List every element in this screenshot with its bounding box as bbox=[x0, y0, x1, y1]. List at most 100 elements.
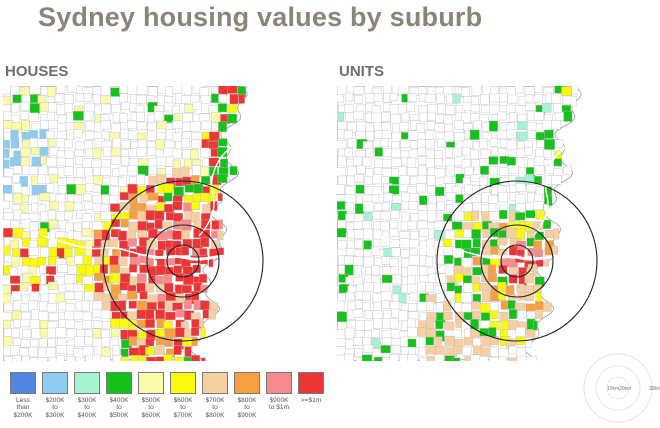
suburb-cell bbox=[10, 220, 20, 229]
suburb-cell bbox=[82, 346, 94, 357]
suburb-cell bbox=[551, 120, 561, 130]
suburb-cell bbox=[353, 156, 363, 166]
suburb-cell bbox=[28, 247, 39, 256]
suburb-cell bbox=[64, 139, 73, 149]
suburb-cell bbox=[391, 158, 402, 167]
suburb-cell bbox=[544, 139, 555, 150]
suburb-cell bbox=[163, 192, 173, 202]
suburb-cell bbox=[362, 201, 374, 212]
suburb-cell bbox=[172, 132, 182, 143]
suburb-cell bbox=[353, 256, 364, 267]
suburb-cell bbox=[219, 158, 228, 169]
suburb-cell bbox=[37, 236, 49, 247]
suburb-cell bbox=[126, 290, 138, 300]
suburb-cell bbox=[355, 320, 365, 331]
suburb-cell bbox=[92, 354, 102, 361]
suburb-cell bbox=[356, 357, 368, 361]
suburb-cell bbox=[135, 147, 147, 157]
suburb-cell bbox=[424, 130, 434, 141]
suburb-cell bbox=[416, 301, 428, 312]
legend-item: $600K to $700K bbox=[168, 372, 198, 419]
suburb-cell bbox=[355, 300, 364, 309]
suburb-cell bbox=[163, 203, 174, 213]
suburb-cell bbox=[481, 291, 491, 303]
suburb-cell bbox=[83, 167, 93, 178]
suburb-cell bbox=[173, 186, 184, 197]
suburb-cell bbox=[29, 357, 39, 361]
suburb-cell bbox=[364, 310, 373, 319]
suburb-cell bbox=[427, 111, 436, 121]
suburb-cell bbox=[389, 354, 399, 361]
suburb-cell bbox=[148, 86, 158, 97]
suburb-cell bbox=[488, 194, 499, 205]
houses-map bbox=[3, 86, 273, 361]
suburb-cell bbox=[81, 300, 90, 312]
suburb-cell bbox=[67, 86, 78, 93]
suburb-cell bbox=[208, 157, 220, 167]
suburb-cell bbox=[415, 183, 427, 193]
suburb-cell bbox=[74, 255, 83, 265]
suburb-cell bbox=[175, 293, 184, 304]
suburb-cell bbox=[401, 211, 410, 222]
suburb-cell bbox=[22, 328, 32, 339]
suburb-cell bbox=[470, 96, 480, 105]
suburb-cell bbox=[463, 203, 473, 212]
suburb-cell bbox=[66, 129, 76, 141]
suburb-cell bbox=[460, 303, 472, 314]
suburb-cell bbox=[37, 174, 46, 185]
suburb-cell bbox=[148, 165, 157, 175]
suburb-cell bbox=[3, 302, 13, 312]
suburb-cell bbox=[10, 138, 20, 149]
suburb-cell bbox=[200, 284, 208, 293]
suburb-cell bbox=[426, 174, 436, 186]
suburb-cell bbox=[157, 240, 166, 251]
suburb-cell bbox=[190, 355, 201, 361]
suburb-cell bbox=[437, 138, 446, 148]
suburb-cell bbox=[183, 202, 193, 212]
suburb-cell bbox=[563, 111, 573, 122]
suburb-cell bbox=[480, 94, 490, 105]
suburb-cell bbox=[130, 355, 139, 361]
suburb-cell bbox=[345, 291, 356, 301]
suburb-cell bbox=[345, 92, 354, 102]
suburb-cell bbox=[470, 247, 481, 257]
suburb-cell bbox=[515, 193, 526, 205]
suburb-cell bbox=[118, 177, 127, 188]
suburb-cell bbox=[11, 256, 21, 267]
suburb-cell bbox=[101, 103, 111, 115]
suburb-cell bbox=[199, 147, 210, 158]
legend-label: $700K to $800K bbox=[205, 397, 225, 419]
suburb-cell bbox=[110, 219, 121, 228]
suburb-cell bbox=[3, 140, 11, 149]
suburb-cell bbox=[3, 275, 12, 286]
legend-label: >=$1m bbox=[300, 397, 322, 404]
suburb-cell bbox=[451, 221, 463, 230]
suburb-cell bbox=[354, 239, 363, 249]
suburb-cell bbox=[389, 317, 399, 329]
suburb-cell bbox=[38, 166, 48, 176]
suburb-cell bbox=[479, 356, 489, 361]
suburb-cell bbox=[39, 147, 49, 156]
price-legend: Less than $200K $200K to $300K $300K to $4… bbox=[8, 372, 328, 428]
suburb-cell bbox=[337, 94, 344, 103]
suburb-cell bbox=[121, 101, 131, 110]
suburb-cell bbox=[347, 138, 357, 149]
suburb-cell bbox=[353, 265, 363, 276]
suburb-cell bbox=[353, 86, 364, 95]
suburb-cell bbox=[454, 285, 463, 295]
suburb-cell bbox=[362, 220, 372, 230]
suburb-cell bbox=[527, 121, 537, 132]
suburb-cell bbox=[20, 339, 32, 348]
suburb-cell bbox=[506, 156, 517, 166]
suburb-cell bbox=[181, 95, 192, 104]
suburb-cell bbox=[426, 356, 435, 361]
suburb-cell bbox=[217, 147, 228, 157]
suburb-cell bbox=[398, 86, 409, 96]
suburb-cell bbox=[13, 165, 22, 174]
suburb-cell bbox=[11, 103, 20, 113]
suburb-cell bbox=[163, 183, 174, 194]
suburb-cell bbox=[535, 185, 546, 195]
suburb-cell bbox=[536, 210, 545, 220]
suburb-cell bbox=[533, 267, 538, 276]
suburb-cell bbox=[337, 300, 345, 312]
